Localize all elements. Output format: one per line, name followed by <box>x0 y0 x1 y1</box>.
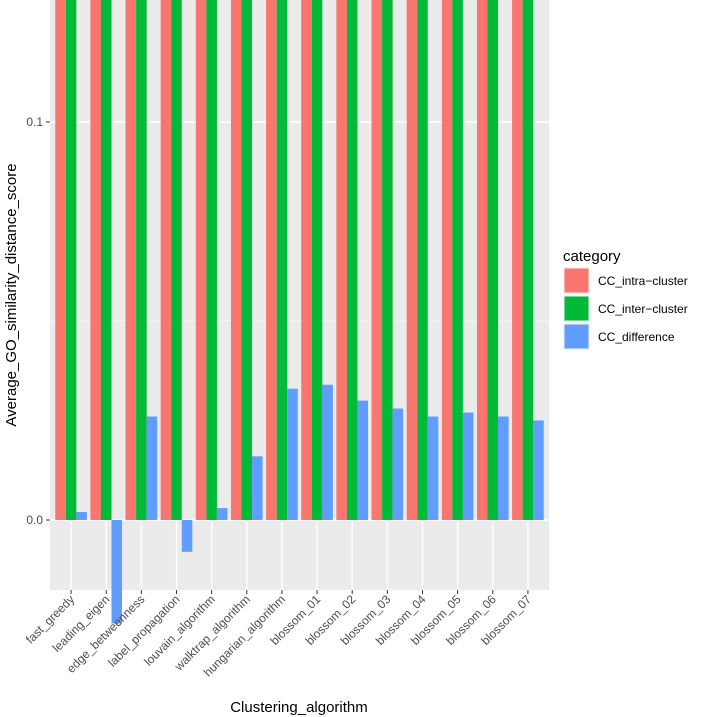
bar <box>136 0 147 520</box>
bar <box>476 0 488 520</box>
bar <box>181 520 193 552</box>
legend-key <box>564 324 589 349</box>
legend-key <box>564 296 589 321</box>
bar <box>322 384 333 520</box>
bar <box>382 0 393 520</box>
bar <box>206 0 217 520</box>
bar <box>392 408 404 520</box>
legend-label: CC_intra−cluster <box>598 274 688 288</box>
bar <box>230 0 242 520</box>
bar <box>336 0 347 520</box>
bar <box>287 388 298 520</box>
bar <box>301 0 312 520</box>
plot-panel <box>50 0 549 590</box>
bar <box>311 0 323 520</box>
bar <box>216 508 228 520</box>
x-axis: fast_greedyleading_eigenedge_betweenness… <box>23 590 534 679</box>
bar <box>512 0 523 521</box>
bar <box>266 0 277 521</box>
bar <box>65 0 77 520</box>
bar <box>276 0 288 520</box>
bar <box>252 456 263 520</box>
y-axis-title: Average_GO_similarity_distance_score <box>3 163 20 426</box>
bar <box>346 0 358 520</box>
bar <box>111 520 123 624</box>
bar <box>441 0 453 521</box>
bar <box>357 400 369 520</box>
x-axis-title: Clustering_algorithm <box>230 699 368 716</box>
y-tick-label: 0.1 <box>26 115 43 129</box>
bar <box>533 420 544 520</box>
bar <box>487 0 499 520</box>
bar <box>462 412 474 520</box>
bar <box>146 416 158 520</box>
bar <box>160 0 172 521</box>
legend-label: CC_difference <box>598 330 675 344</box>
bar <box>522 0 534 521</box>
legend: category CC_intra−cluster CC_inter−cluste… <box>563 248 688 350</box>
bar <box>100 0 112 521</box>
bar <box>452 0 463 520</box>
bar <box>371 0 383 520</box>
bar <box>90 0 101 521</box>
bar <box>195 0 207 521</box>
legend-label: CC_inter−cluster <box>598 302 688 316</box>
y-tick-label: 0.0 <box>26 513 43 527</box>
bar <box>76 512 87 520</box>
bar <box>427 416 439 520</box>
bar <box>241 0 253 521</box>
bars <box>55 0 544 624</box>
legend-title: category <box>563 248 621 265</box>
legend-key <box>564 268 589 293</box>
bar <box>417 0 428 520</box>
bar <box>406 0 418 521</box>
bar <box>171 0 182 520</box>
bar <box>498 416 509 520</box>
y-axis: 0.00.10.20.3 <box>26 115 50 527</box>
bar <box>125 0 137 520</box>
bar <box>55 0 66 521</box>
